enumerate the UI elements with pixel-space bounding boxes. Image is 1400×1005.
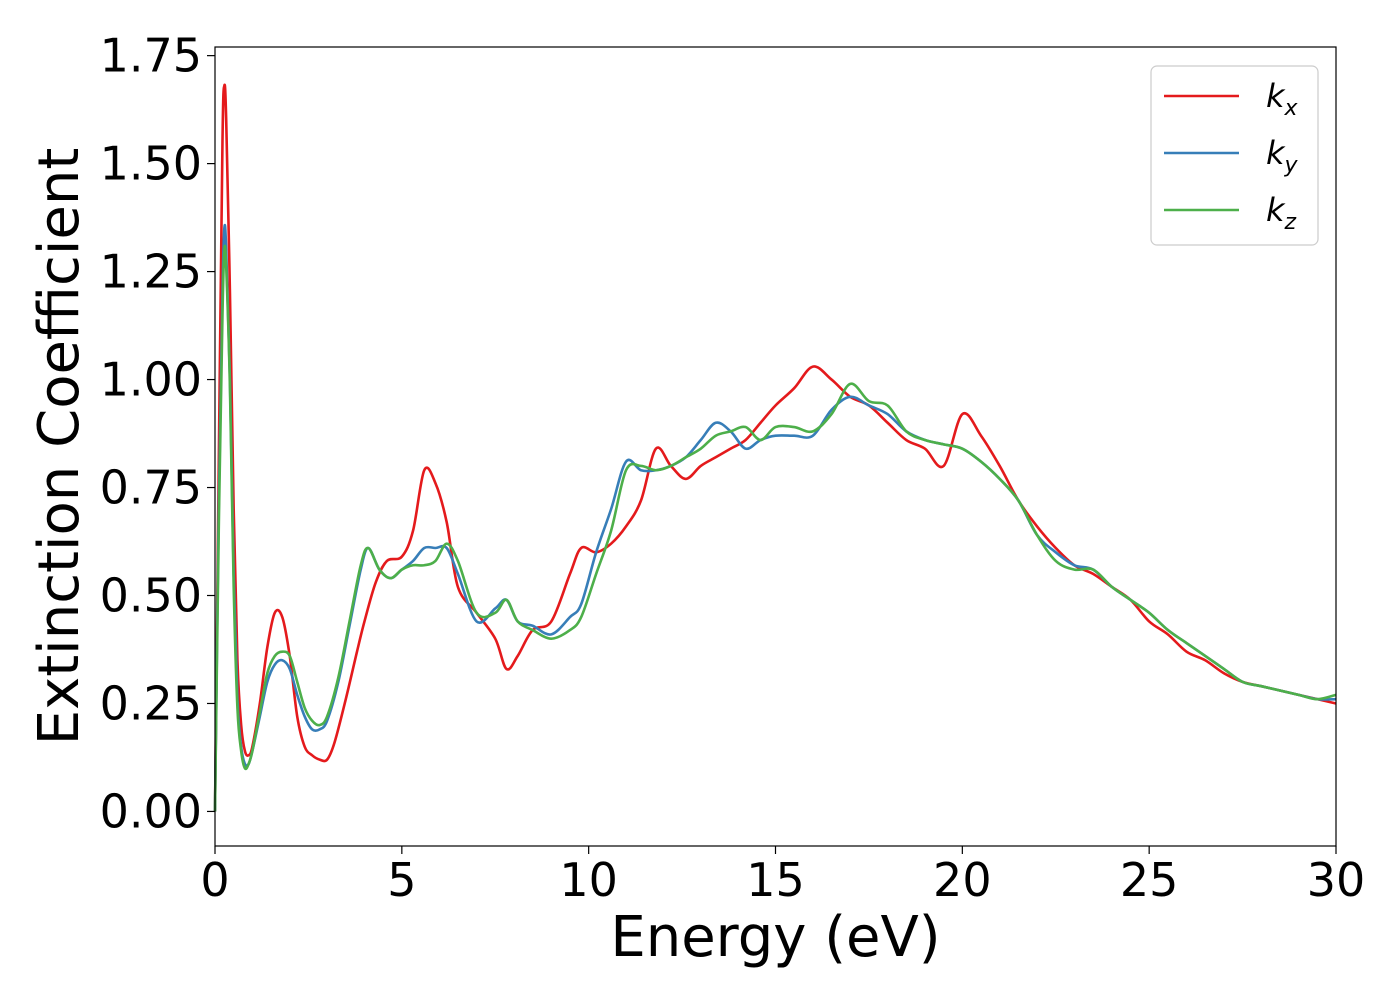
x-tick-label: 5: [387, 853, 416, 907]
x-tick-label: 30: [1307, 853, 1366, 907]
y-tick-label: 1.75: [100, 29, 202, 83]
legend-label-subscript: y: [1284, 153, 1299, 178]
y-tick-label: 1.50: [100, 137, 202, 191]
legend-label-y: ky: [1266, 134, 1299, 178]
x-tick-label: 15: [746, 853, 805, 907]
y-tick-label: 1.00: [100, 353, 202, 407]
y-axis-title: Extinction Coefficient: [27, 148, 92, 746]
y-tick-label: 1.25: [100, 245, 202, 299]
x-axis: 0 5 10 15 20 25 30: [200, 846, 1365, 907]
x-tick-label: 0: [200, 853, 229, 907]
legend-label-base: k: [1266, 77, 1286, 115]
x-tick-label: 25: [1120, 853, 1179, 907]
legend-label-subscript: z: [1284, 210, 1297, 235]
series-layer: [213, 83, 1337, 812]
legend-label-x: kx: [1266, 77, 1299, 121]
y-tick-label: 0.50: [100, 569, 202, 623]
x-axis-title: Energy (eV): [610, 905, 940, 970]
legend-label-base: k: [1266, 134, 1286, 172]
legend-box: [1150, 65, 1319, 246]
legend-label-z: kz: [1266, 191, 1297, 235]
y-tick-label: 0.00: [100, 784, 202, 838]
series-line-z: [213, 244, 1337, 812]
x-tick-label: 10: [559, 853, 618, 907]
legend-label-subscript: x: [1284, 96, 1299, 121]
legend-label-base: k: [1266, 191, 1286, 229]
y-tick-label: 0.75: [100, 461, 202, 515]
y-axis: 0.00 0.25 0.50 0.75 1.00 1.25 1.50 1.75: [100, 29, 215, 838]
y-tick-label: 0.25: [100, 676, 202, 730]
x-tick-label: 20: [933, 853, 992, 907]
